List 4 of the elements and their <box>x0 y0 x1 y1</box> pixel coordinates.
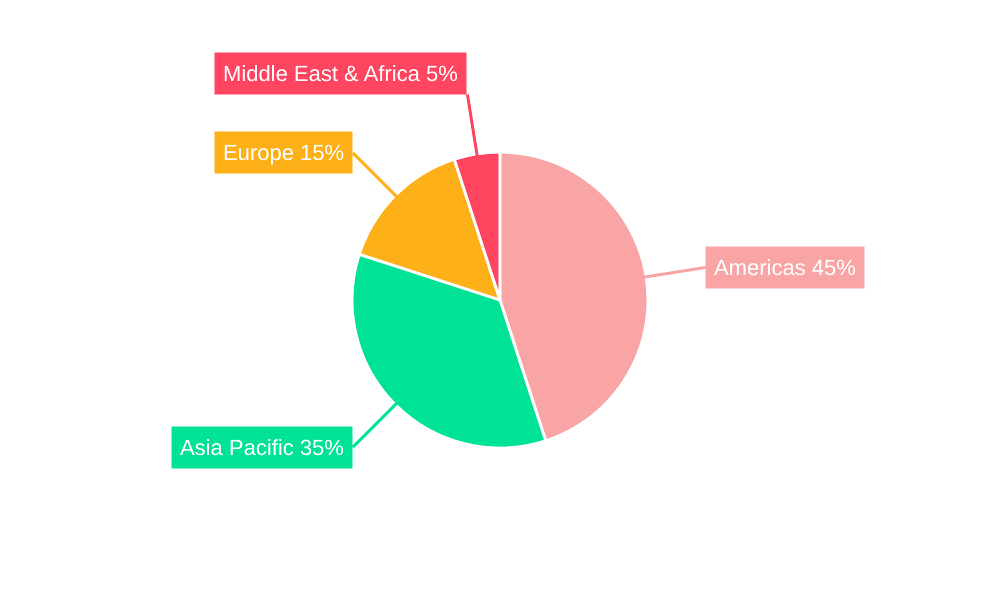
slice-label: Americas 45% <box>714 255 856 280</box>
slice-label: Europe 15% <box>223 140 344 165</box>
slice-label: Asia Pacific 35% <box>180 435 344 460</box>
slice-label: Middle East & Africa 5% <box>223 61 458 86</box>
